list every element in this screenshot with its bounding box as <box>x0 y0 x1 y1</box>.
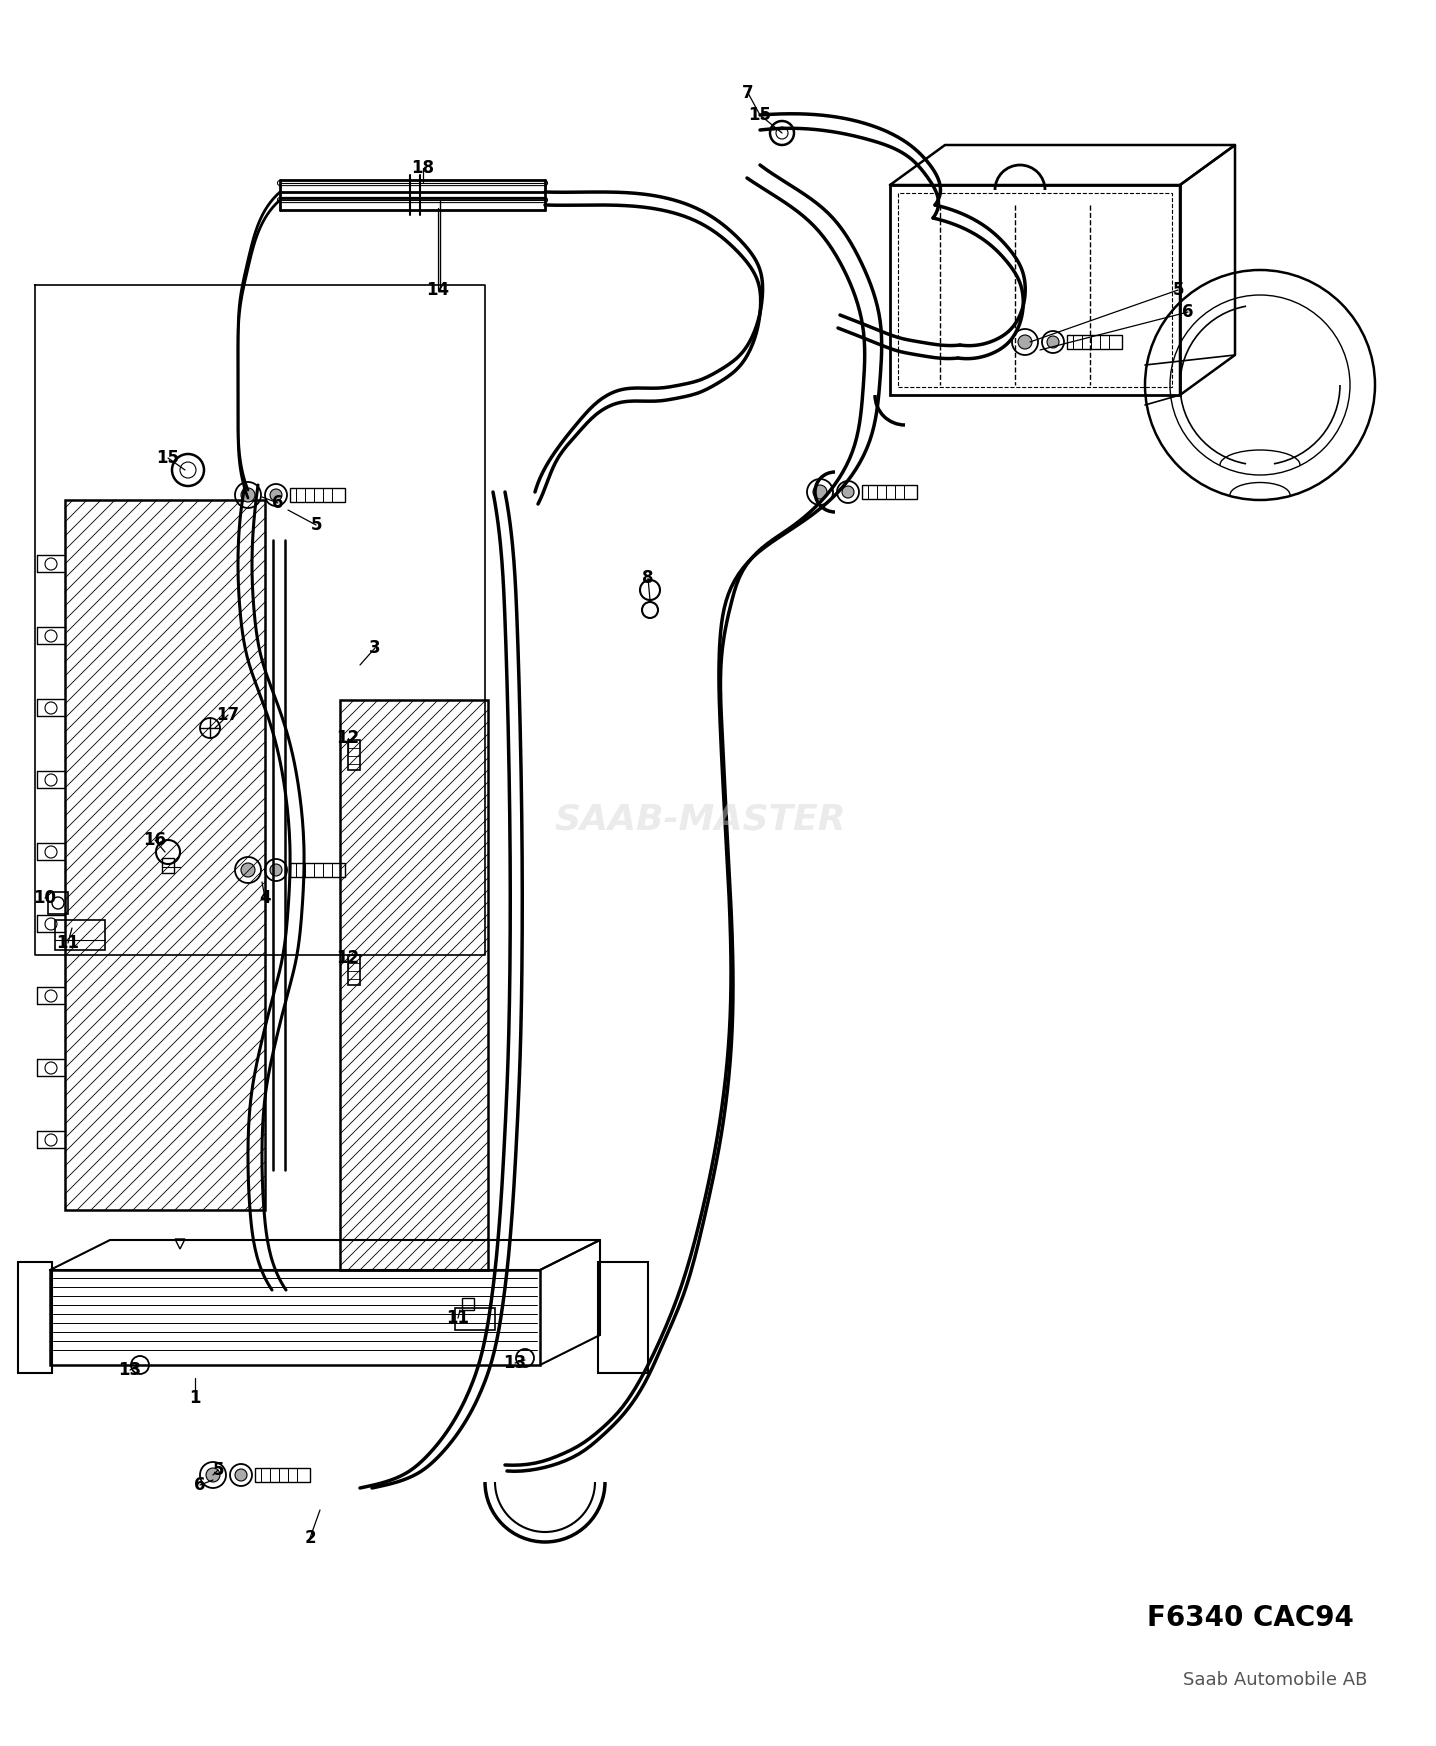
Circle shape <box>236 1468 247 1481</box>
Bar <box>256 1468 310 1482</box>
Text: 1: 1 <box>190 1390 201 1407</box>
Text: 4: 4 <box>258 889 271 906</box>
Circle shape <box>1018 335 1032 349</box>
Text: 10: 10 <box>33 889 56 906</box>
Circle shape <box>841 485 854 498</box>
Bar <box>348 955 360 985</box>
Bar <box>50 1269 540 1365</box>
Bar <box>455 1308 495 1330</box>
Text: SAAB-MASTER: SAAB-MASTER <box>554 803 846 836</box>
Bar <box>290 487 345 503</box>
Bar <box>65 499 266 1210</box>
Bar <box>890 185 1180 395</box>
Text: 3: 3 <box>369 639 381 656</box>
Bar <box>19 1262 52 1372</box>
Text: 12: 12 <box>336 950 359 967</box>
Circle shape <box>813 485 827 499</box>
Text: 2: 2 <box>304 1529 316 1547</box>
Text: 5: 5 <box>1172 281 1183 299</box>
Bar <box>597 1262 648 1372</box>
Text: 15: 15 <box>748 107 771 124</box>
Text: 6: 6 <box>1182 304 1193 321</box>
Bar <box>1067 335 1122 349</box>
Text: 11: 11 <box>447 1310 470 1327</box>
Text: 16: 16 <box>144 831 167 849</box>
Bar <box>462 1297 474 1310</box>
Bar <box>348 740 360 770</box>
Circle shape <box>270 489 281 501</box>
Bar <box>898 194 1172 388</box>
Text: 11: 11 <box>56 934 79 952</box>
Text: F6340 CAC94: F6340 CAC94 <box>1146 1605 1354 1633</box>
Text: 17: 17 <box>217 705 240 725</box>
Text: 15: 15 <box>157 449 180 466</box>
Text: 6: 6 <box>194 1475 205 1495</box>
Bar <box>290 863 345 876</box>
Bar <box>862 485 918 499</box>
Text: 5: 5 <box>310 517 322 534</box>
Bar <box>340 700 488 1269</box>
Circle shape <box>270 864 281 876</box>
Circle shape <box>241 863 256 876</box>
Circle shape <box>205 1468 220 1482</box>
Text: 12: 12 <box>336 730 359 747</box>
Bar <box>162 857 174 873</box>
Text: 6: 6 <box>273 494 284 512</box>
Text: Saab Automobile AB: Saab Automobile AB <box>1183 1671 1367 1688</box>
Circle shape <box>241 487 256 503</box>
Bar <box>55 920 105 950</box>
Text: 18: 18 <box>412 159 435 176</box>
Text: 5: 5 <box>213 1461 224 1479</box>
Text: 7: 7 <box>742 84 754 101</box>
Bar <box>47 892 67 913</box>
Circle shape <box>1047 335 1058 347</box>
Text: 14: 14 <box>426 281 449 299</box>
Text: 8: 8 <box>642 569 653 587</box>
Text: 13: 13 <box>504 1353 527 1372</box>
Text: 13: 13 <box>118 1360 142 1379</box>
